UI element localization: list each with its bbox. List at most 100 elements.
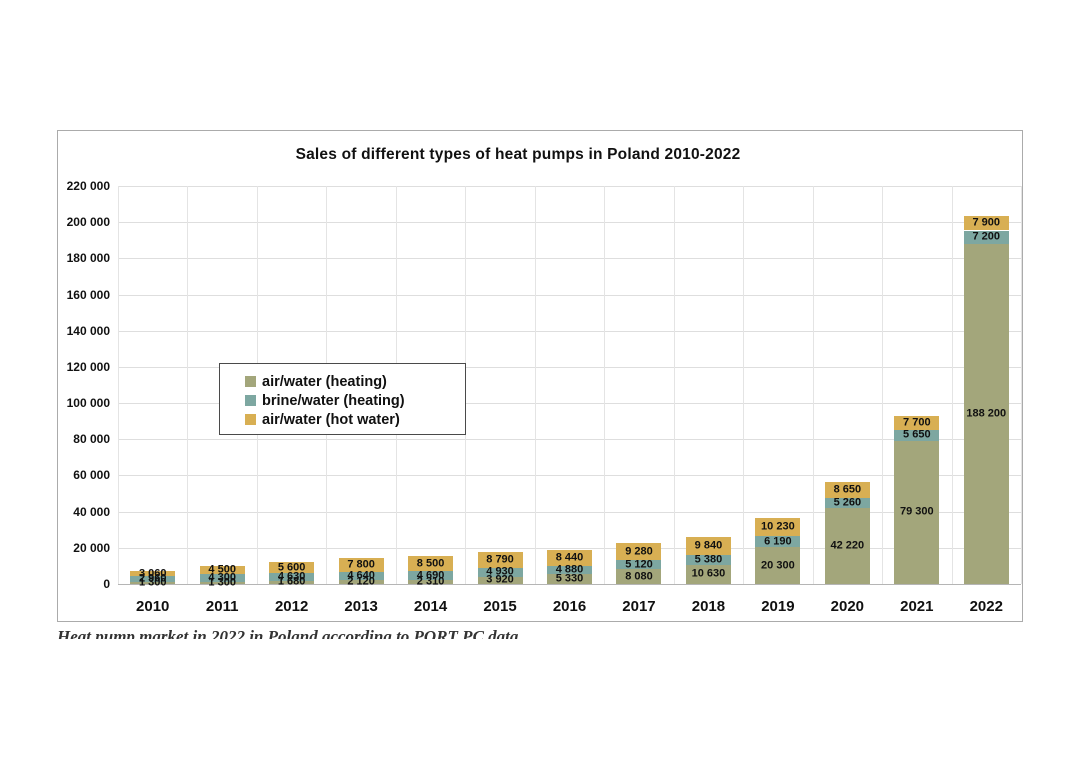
legend-swatch-air-water-heating xyxy=(245,376,256,387)
bar-value-label: 5 600 xyxy=(277,561,306,574)
y-tick-label: 140 000 xyxy=(66,323,110,338)
legend-item-air-water-heating: air/water (heating) xyxy=(245,372,465,391)
bar-segment xyxy=(616,569,662,584)
bar-value-label: 4 880 xyxy=(555,563,584,576)
bar-value-label: 3 060 xyxy=(138,567,167,580)
bar-value-label: 8 440 xyxy=(555,551,584,564)
legend-label: brine/water (heating) xyxy=(262,392,405,409)
bar-segment xyxy=(824,482,870,499)
gridline-vertical xyxy=(882,186,884,584)
bar-segment xyxy=(269,572,315,581)
gridline-vertical xyxy=(812,186,814,584)
bar-value-label: 7 200 xyxy=(972,230,1001,243)
bar-value-label: 4 690 xyxy=(416,569,445,582)
bar-value-label: 2 960 xyxy=(138,572,167,585)
x-tick-label: 2010 xyxy=(136,598,170,615)
legend-swatch-brine-water-heating xyxy=(245,395,256,406)
bar-value-label: 5 260 xyxy=(833,496,862,509)
x-tick-label: 2019 xyxy=(761,598,795,615)
x-tick-label: 2014 xyxy=(413,598,448,615)
gridline-vertical xyxy=(118,186,119,584)
bar-value-label: 3 920 xyxy=(486,573,514,586)
bar-segment xyxy=(199,573,245,582)
bar-value-label: 4 640 xyxy=(347,569,375,582)
x-tick-label: 2011 xyxy=(205,598,239,615)
gridline-horizontal xyxy=(118,475,1021,477)
legend: air/water (heating) brine/water (heating… xyxy=(219,363,466,435)
x-tick-label: 2020 xyxy=(830,598,865,615)
bar-segment xyxy=(477,576,523,584)
legend-label: air/water (heating) xyxy=(262,373,387,390)
y-tick-label: 220 000 xyxy=(66,179,110,193)
bar-segment xyxy=(963,216,1009,231)
bar-segment xyxy=(963,230,1009,244)
bar-segment xyxy=(824,498,870,508)
bar-value-label: 7 800 xyxy=(347,558,375,571)
y-tick-label: 0 xyxy=(103,577,110,591)
bar-value-label: 5 650 xyxy=(903,428,931,441)
bar-segment xyxy=(130,581,176,584)
bar-value-label: 1 300 xyxy=(208,576,236,589)
gridline-horizontal xyxy=(118,258,1021,260)
bar-value-label: 9 840 xyxy=(694,539,723,552)
bar-value-label: 42 220 xyxy=(830,539,865,552)
bar-value-label: 5 380 xyxy=(694,553,723,566)
bar-segment xyxy=(963,243,1009,584)
y-tick-label: 160 000 xyxy=(66,287,110,302)
bar-value-label: 79 300 xyxy=(899,505,934,518)
y-tick-label: 120 000 xyxy=(66,359,110,374)
gridline-horizontal xyxy=(118,366,1021,368)
gridline-horizontal xyxy=(118,511,1021,513)
bar-value-label: 9 280 xyxy=(625,545,653,558)
bar-segment xyxy=(269,580,315,584)
bar-segment xyxy=(338,571,384,581)
x-tick-label: 2017 xyxy=(622,598,656,615)
gridline-horizontal xyxy=(118,186,1021,187)
bar-value-label: 8 650 xyxy=(833,483,862,496)
bar-value-label: 2 120 xyxy=(347,575,375,588)
bar-value-label: 4 630 xyxy=(277,570,306,583)
bar-segment xyxy=(408,579,454,584)
bar-segment xyxy=(894,416,940,431)
bar-value-label: 4 300 xyxy=(208,571,236,584)
bar-value-label: 7 700 xyxy=(903,416,931,429)
x-tick-label: 2021 xyxy=(900,598,934,615)
bar-segment xyxy=(477,567,523,577)
bar-segment xyxy=(616,543,662,561)
bar-value-label: 4 930 xyxy=(486,565,514,578)
gridline-horizontal xyxy=(118,222,1021,224)
bar-segment xyxy=(338,580,384,584)
bar-value-label: 7 900 xyxy=(972,216,1001,229)
legend-swatch-air-water-hot-water xyxy=(245,414,256,425)
legend-item-air-water-hot-water: air/water (hot water) xyxy=(245,410,465,429)
legend-label: air/water (hot water) xyxy=(262,411,400,428)
bar-value-label: 8 080 xyxy=(625,570,653,583)
x-tick-label: 2016 xyxy=(552,598,587,615)
bar-segment xyxy=(616,560,662,570)
bar-segment xyxy=(547,565,592,575)
bar-segment xyxy=(269,562,315,573)
y-tick-label: 200 000 xyxy=(66,215,110,230)
x-tick-label: 2012 xyxy=(274,598,309,615)
bar-value-label: 20 300 xyxy=(761,559,795,572)
y-tick-label: 20 000 xyxy=(73,540,110,555)
y-tick-label: 40 000 xyxy=(73,504,110,519)
gridline-horizontal xyxy=(118,403,1021,405)
bar-segment xyxy=(685,564,731,584)
bar-value-label: 5 120 xyxy=(625,558,653,571)
gridline-horizontal xyxy=(118,547,1021,549)
bar-segment xyxy=(408,555,454,572)
bar-segment xyxy=(408,571,454,580)
bar-value-label: 10 230 xyxy=(761,520,795,533)
bar-value-label: 5 330 xyxy=(555,572,584,585)
bar-value-label: 10 630 xyxy=(691,567,726,580)
gridline-horizontal xyxy=(118,439,1021,441)
gridline-horizontal xyxy=(118,330,1021,332)
bar-segment xyxy=(685,537,731,556)
gridline-vertical xyxy=(1021,186,1022,584)
bar-segment xyxy=(547,574,592,584)
gridline-horizontal xyxy=(118,294,1021,296)
y-tick-label: 180 000 xyxy=(66,251,110,266)
bar-segment xyxy=(755,517,801,537)
x-tick-label: 2018 xyxy=(691,598,726,615)
